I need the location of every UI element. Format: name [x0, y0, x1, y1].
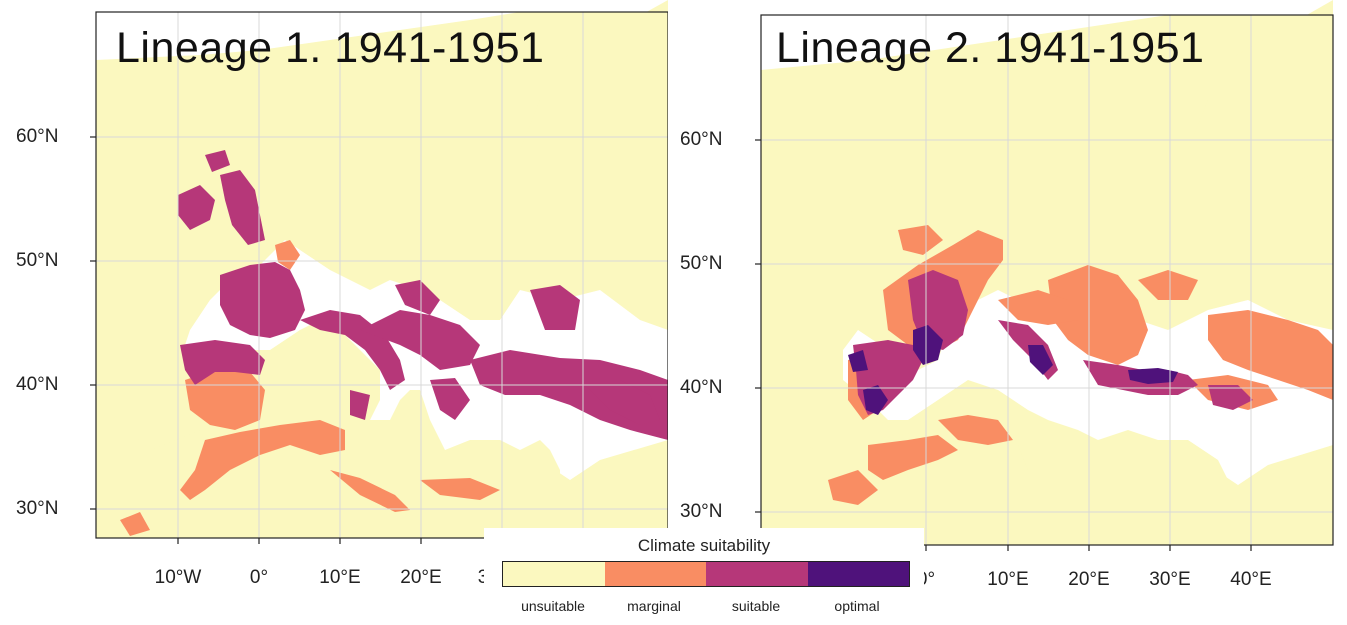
map-panel-lineage-1: Lineage 1. 1941-1951 60°N 50°N 40°N 30°N… [0, 0, 668, 625]
lat-label-50n: 50°N [680, 253, 723, 274]
lon-label-20e: 20°E [1068, 569, 1110, 590]
legend-swatch-unsuitable [503, 562, 605, 586]
legend-color-bar [502, 561, 910, 587]
legend-label-marginal: marginal [627, 598, 681, 614]
land-mass [761, 0, 1333, 545]
map-frame [760, 14, 1334, 546]
lon-label-10e: 10°E [319, 567, 361, 588]
lat-label-60n: 60°N [680, 129, 723, 150]
legend-label-optimal: optimal [834, 598, 880, 614]
lat-label-50n: 50°N [16, 250, 59, 271]
legend-swatch-optimal [807, 562, 909, 586]
lon-label-40e: 40°E [1230, 569, 1272, 590]
map-lineage-1 [90, 0, 668, 544]
legend-label-unsuitable: unsuitable [521, 598, 585, 614]
map-lineage-2 [755, 0, 1334, 551]
optimal-zones [848, 325, 1178, 415]
panel-title: Lineage 1. 1941-1951 [116, 24, 545, 72]
panel-title: Lineage 2. 1941-1951 [776, 24, 1205, 72]
graticule [761, 15, 1333, 545]
lat-label-40n: 40°N [16, 374, 59, 395]
lon-label-0: 0° [249, 567, 269, 588]
legend: Climate suitability unsuitable marginal … [484, 528, 924, 625]
lat-label-30n: 30°N [16, 498, 59, 519]
lon-label-10w: 10°W [154, 567, 202, 588]
lon-label-10e: 10°E [987, 569, 1029, 590]
graticule [96, 12, 668, 538]
map-frame [95, 11, 668, 539]
suitable-zones [178, 150, 668, 440]
legend-label-suitable: suitable [731, 598, 781, 614]
axis-ticks [755, 139, 1252, 551]
lat-label-40n: 40°N [680, 377, 723, 398]
lon-label-30e-partial: 3 [477, 567, 489, 588]
lat-label-60n: 60°N [16, 126, 59, 147]
lat-label-30n: 30°N [680, 501, 723, 522]
legend-swatch-suitable [706, 562, 808, 586]
map-panel-lineage-2: Lineage 2. 1941-1951 60°N 50°N 40°N 30°N… [668, 0, 1347, 625]
legend-swatch-marginal [604, 562, 706, 586]
lon-label-20e: 20°E [400, 567, 442, 588]
lon-label-30e: 30°E [1149, 569, 1191, 590]
legend-title: Climate suitability [637, 536, 771, 555]
